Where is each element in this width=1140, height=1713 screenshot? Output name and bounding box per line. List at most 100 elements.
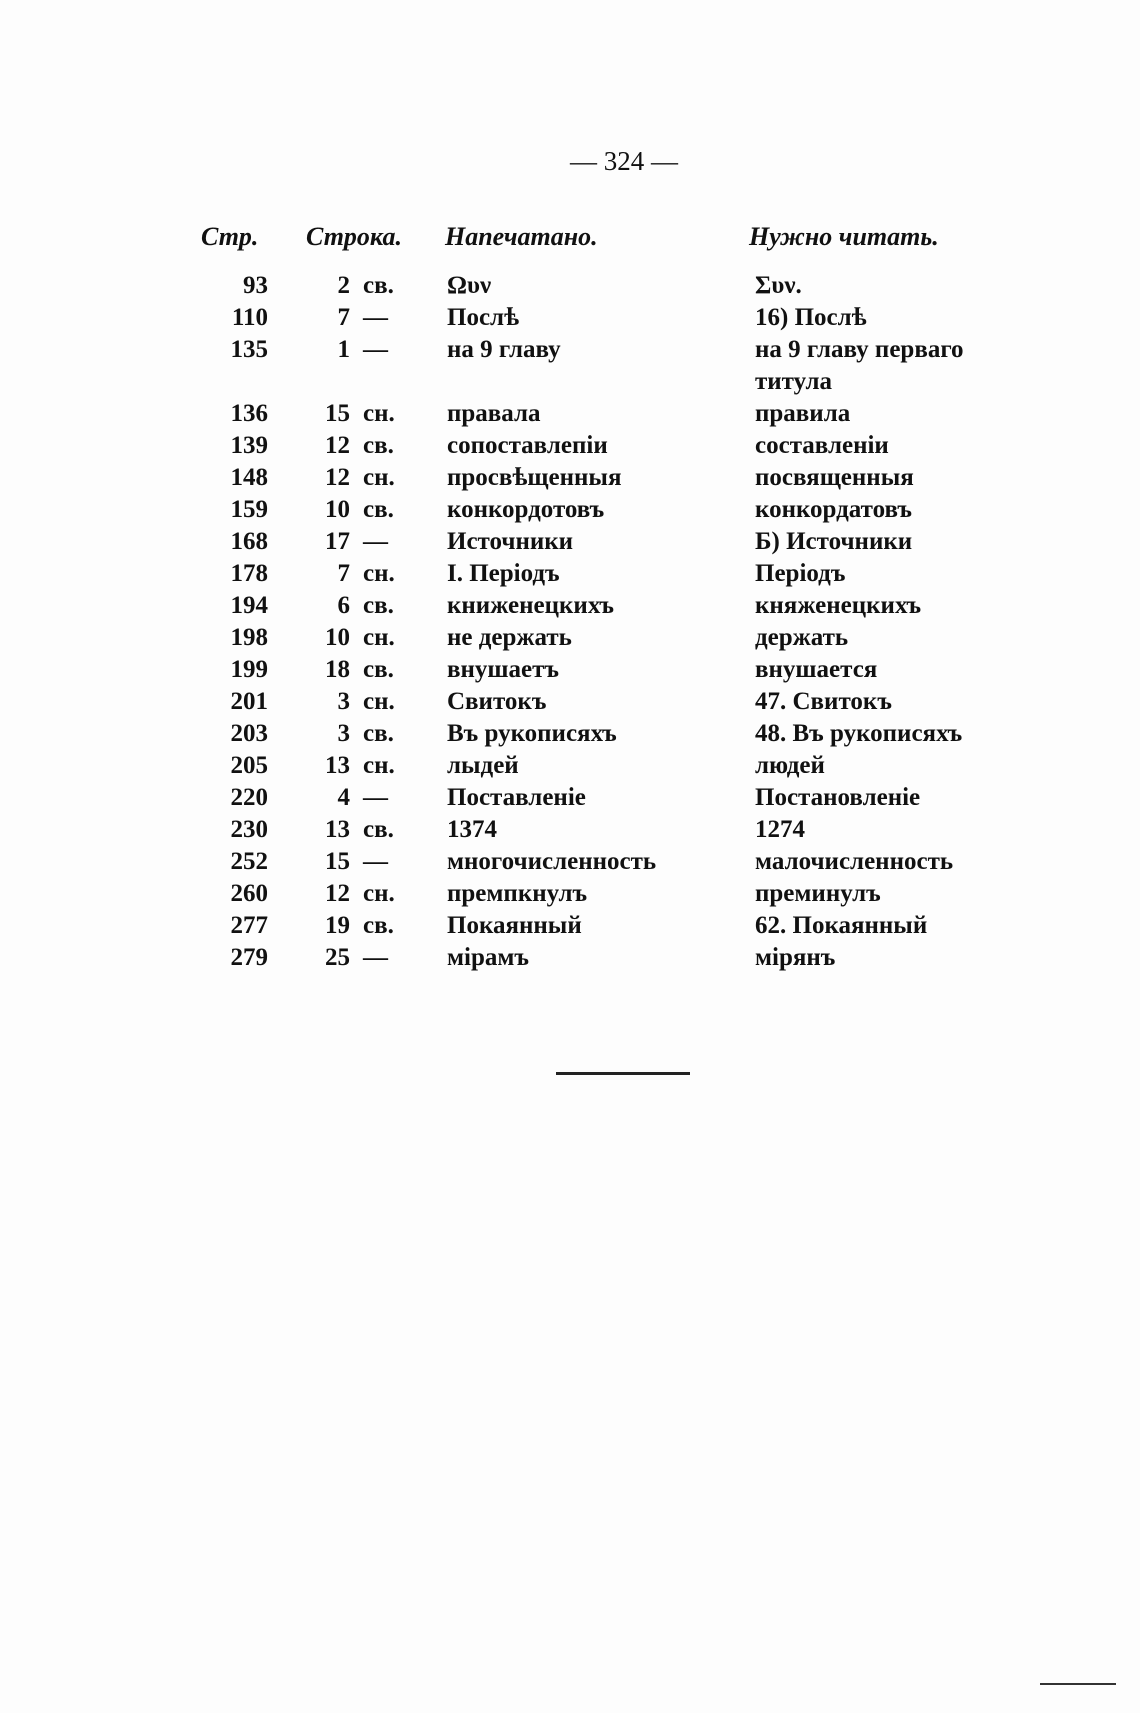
corner-rule [1040,1683,1116,1685]
header-printed: Напечатано. [445,222,598,251]
direction-cell: сн. [363,688,395,715]
page-cell: 220 [230,784,269,811]
line-cell: 15 [325,848,350,875]
correct-cell: малочисленность [755,848,954,875]
errata-row: 279 25 — мірамъ мірянъ [0,944,1140,976]
page-cell: 168 [230,528,269,555]
direction-cell: св. [363,432,394,459]
direction-cell: св. [363,656,394,683]
line-cell: 3 [337,688,351,715]
direction-cell: св. [363,592,394,619]
correct-cell: людей [755,752,825,779]
errata-row: 178 7 сн. I. Періодъ Періодъ [0,560,1140,592]
correct-cell: Періодъ [755,560,846,587]
correct-cell: держать [755,624,849,651]
printed-cell: Ωυν [447,272,492,299]
page-cell: 252 [230,848,269,875]
page-cell: 194 [230,592,269,619]
direction-cell: — [363,528,388,555]
header-correct: Нужно читать. [749,222,939,251]
page-cell: 199 [230,656,269,683]
correct-cell: 62. Покаянный [755,912,928,939]
line-cell: 1 [337,336,351,363]
direction-cell: — [363,944,388,971]
errata-row: 159 10 св. конкордотовъ конкордатовъ [0,496,1140,528]
printed-cell: Свитокъ [447,688,547,715]
printed-cell: Въ рукописяхъ [447,720,617,747]
errata-row: 148 12 сн. просвѣщенныя посвященныя [0,464,1140,496]
page-cell: 230 [230,816,269,843]
correct-cell: внушается [755,656,878,683]
printed-cell: Источники [447,528,574,555]
correct-cell: Постановленіе [755,784,921,811]
correct-cell: конкордатовъ [755,496,912,523]
printed-cell: внушаетъ [447,656,559,683]
correct-cell: посвященныя [755,464,914,491]
errata-row: 201 3 сн. Свитокъ 47. Свитокъ [0,688,1140,720]
page-cell: 279 [230,944,269,971]
line-cell: 17 [325,528,350,555]
correct-cell: правила [755,400,851,427]
page-number: — 324 — [570,146,678,176]
errata-row: 260 12 сн. премпкнулъ преминулъ [0,880,1140,912]
line-cell: 4 [337,784,351,811]
errata-row: 135 1 — на 9 главу на 9 главу перваго титула [0,336,1140,395]
printed-cell: правала [447,400,541,427]
direction-cell: сн. [363,560,395,587]
errata-row: 252 15 — многочисленность малочисленность [0,848,1140,880]
line-cell: 12 [325,880,350,907]
correct-cell: на 9 главу перваго [755,336,964,363]
correct-cell: 47. Свитокъ [755,688,892,715]
printed-cell: на 9 главу [447,336,561,363]
page-cell: 201 [230,688,269,715]
direction-cell: сн. [363,880,395,907]
page-cell: 205 [230,752,269,779]
errata-row: 136 15 сн. правала правила [0,400,1140,432]
correct-cell: Б) Источники [755,528,913,555]
printed-cell: Послѣ [447,304,520,331]
correct-cell: 16) Послѣ [755,304,867,331]
correct-cell: княженецкихъ [755,592,922,619]
direction-cell: сн. [363,400,395,427]
page-cell: 110 [231,304,268,331]
header-line: Строка. [306,222,402,251]
correct-cell: преминулъ [755,880,881,907]
printed-cell: просвѣщенныя [447,464,622,491]
page-cell: 260 [230,880,269,907]
direction-cell: — [363,848,388,875]
correct-cell: Συν. [755,272,802,299]
direction-cell: св. [363,272,394,299]
printed-cell: премпкнулъ [447,880,588,907]
header-page: Стр. [201,222,259,251]
errata-row: 168 17 — Источники Б) Источники [0,528,1140,560]
direction-cell: сн. [363,752,395,779]
line-cell: 13 [325,816,350,843]
printed-cell: книженецкихъ [447,592,614,619]
line-cell: 13 [325,752,350,779]
errata-row: 139 12 св. сопоставлепіи составленіи [0,432,1140,464]
direction-cell: сн. [363,624,395,651]
errata-row: 199 18 св. внушаетъ внушается [0,656,1140,688]
page-cell: 198 [230,624,269,651]
printed-cell: Поставленіе [447,784,586,811]
line-cell: 19 [325,912,350,939]
correct-cell: составленіи [755,432,889,459]
page-cell: 135 [230,336,269,363]
printed-cell: многочисленность [447,848,657,875]
printed-cell: конкордотовъ [447,496,605,523]
page-cell: 178 [230,560,269,587]
line-cell: 7 [337,304,351,331]
correct-cell: 1274 [755,816,805,843]
direction-cell: сн. [363,464,395,491]
page-cell: 203 [230,720,269,747]
printed-cell: не держать [447,624,572,651]
page-cell: 277 [230,912,269,939]
printed-cell: Покаянный [447,912,582,939]
line-cell: 18 [325,656,350,683]
direction-cell: — [363,304,388,331]
printed-cell: I. Періодъ [447,560,560,587]
line-cell: 12 [325,432,350,459]
correct-cell: 48. Въ рукописяхъ [755,720,963,747]
errata-row: 198 10 сн. не держать держать [0,624,1140,656]
line-cell: 25 [325,944,350,971]
